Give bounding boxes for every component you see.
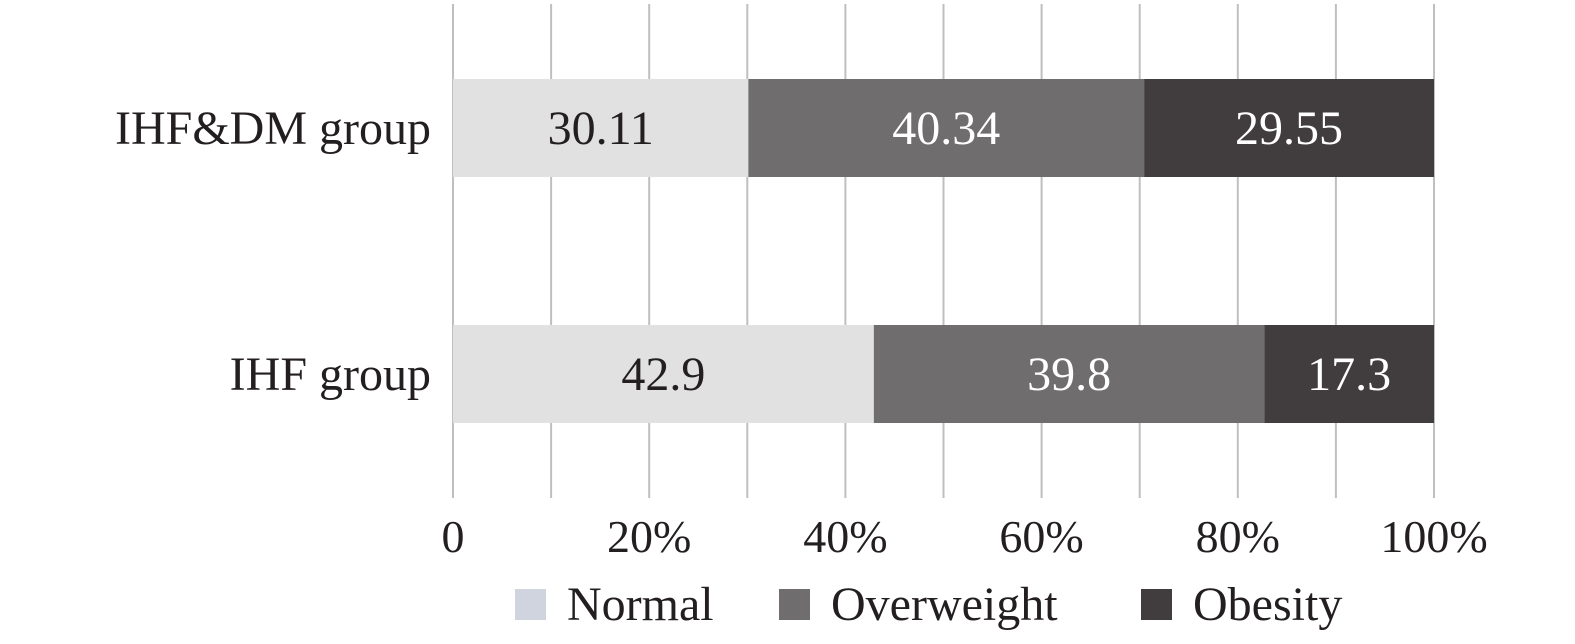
data-label-overweight-ihf-group: 39.8 <box>1027 348 1111 401</box>
data-label-normal-ihf-group: 42.9 <box>621 348 705 401</box>
legend-swatch-obesity <box>1141 589 1172 620</box>
bar-segment-normal-ihf-group <box>453 325 874 423</box>
x-tick-label: 40% <box>803 511 887 562</box>
x-tick-label: 20% <box>607 511 691 562</box>
x-tick-label: 60% <box>999 511 1083 562</box>
category-labels: IHF&DM group IHF group <box>115 102 431 401</box>
category-label-ihf-dm-group: IHF&DM group <box>115 102 431 155</box>
legend-label-normal: Normal <box>567 578 714 631</box>
bar-segment-normal-ihf-dm-group <box>453 79 749 177</box>
category-label-ihf-group: IHF group <box>230 348 431 401</box>
data-label-normal-ihf-dm-group: 30.11 <box>548 102 654 155</box>
legend-swatch-normal <box>515 589 546 620</box>
legend-swatch-overweight <box>779 589 810 620</box>
x-tick-label: 80% <box>1196 511 1280 562</box>
legend: Normal Overweight Obesity <box>515 578 1342 631</box>
x-tick-label: 0 <box>442 511 465 562</box>
x-axis-ticks: 0 20% 40% 60% 80% 100% <box>442 511 1488 562</box>
x-tick-label: 100% <box>1380 511 1487 562</box>
bar-segment-obesity-ihf-dm-group <box>1144 79 1434 177</box>
bar-segment-overweight-ihf-dm-group <box>748 79 1145 177</box>
bars: 30.11 40.34 29.55 42.9 39.8 17.3 <box>453 79 1434 423</box>
data-label-overweight-ihf-dm-group: 40.34 <box>892 102 1000 155</box>
bar-segment-obesity-ihf-group <box>1264 325 1434 423</box>
data-label-obesity-ihf-dm-group: 29.55 <box>1235 102 1343 155</box>
legend-label-obesity: Obesity <box>1193 578 1342 631</box>
data-label-obesity-ihf-group: 17.3 <box>1307 348 1391 401</box>
legend-label-overweight: Overweight <box>831 578 1058 631</box>
gridlines <box>452 4 1435 498</box>
bar-segment-overweight-ihf-group <box>873 325 1265 423</box>
